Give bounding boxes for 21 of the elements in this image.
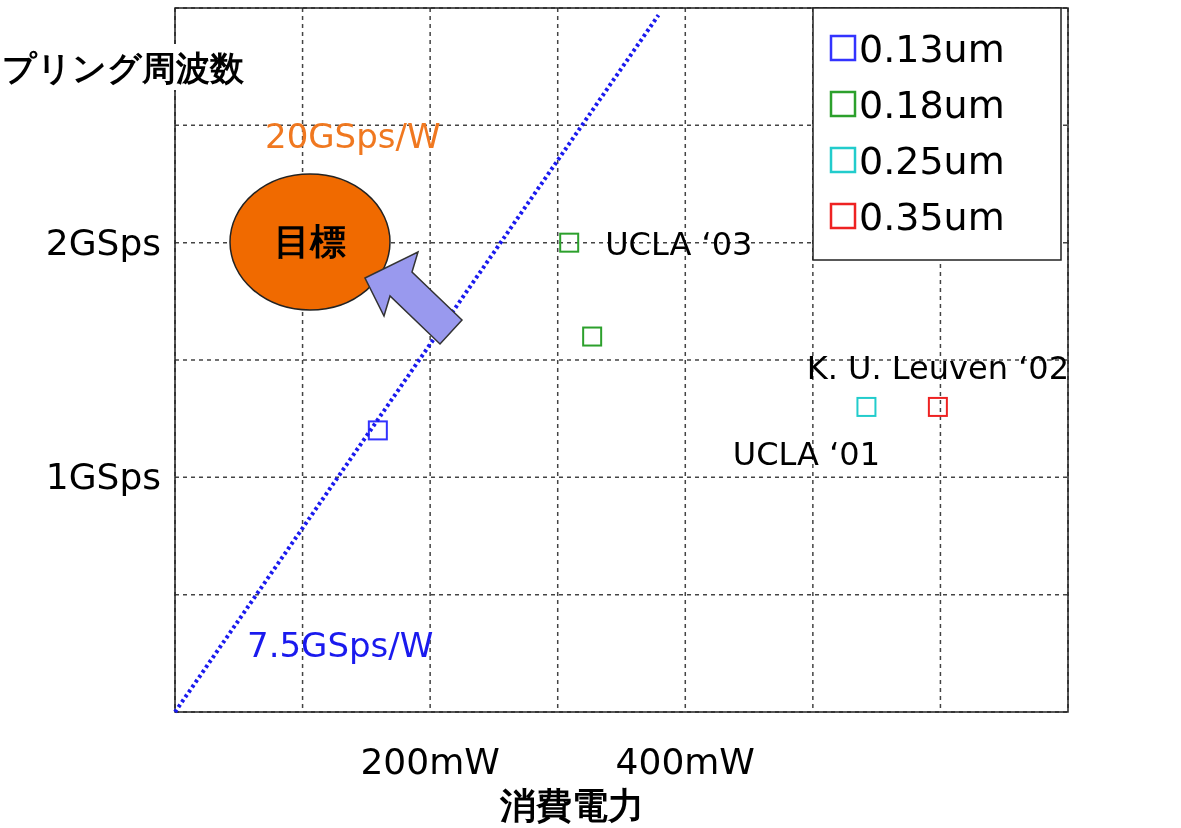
annotation: UCLA ‘01 [732, 434, 881, 473]
legend-label: 0.18um [859, 83, 1005, 127]
legend-label: 0.13um [859, 27, 1005, 71]
point [927, 396, 948, 417]
point [367, 420, 388, 441]
point [559, 232, 580, 253]
point [856, 396, 877, 417]
y-tick-label: 1GSps [45, 456, 161, 498]
x-axis-title: 消費電力 [498, 785, 644, 826]
annotation: UCLA ‘03 [605, 224, 753, 263]
annotation: 20GSps/W [265, 116, 441, 156]
y-tick-label: 2GSps [45, 221, 161, 263]
annotation: 目標 [274, 221, 346, 262]
point [582, 326, 603, 347]
x-tick-label: 400mW [615, 741, 755, 782]
annotation: K. U. Leuven ‘02 [806, 348, 1070, 387]
y-axis-title: プリング周波数 [2, 48, 245, 88]
x-tick-label: 200mW [360, 741, 500, 782]
legend-label: 0.35um [859, 195, 1005, 239]
legend-label: 0.25um [859, 139, 1005, 183]
series-label: 7.5GSps/W [247, 625, 434, 665]
